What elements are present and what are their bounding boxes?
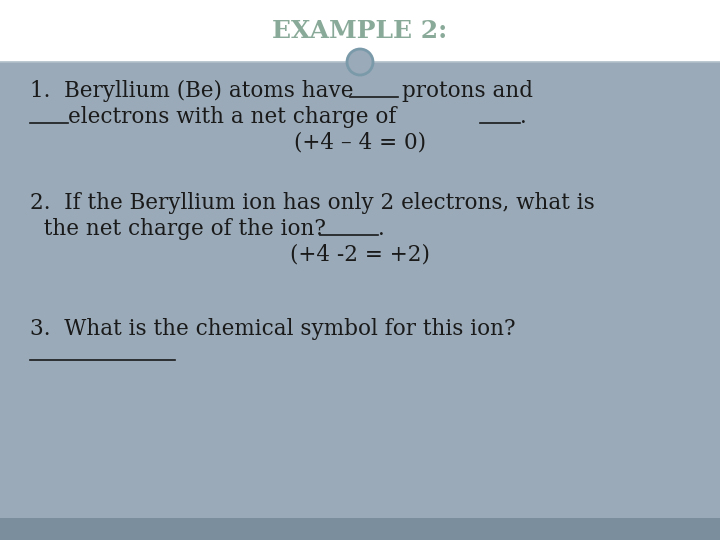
Bar <box>0 0 720 62</box>
Text: .: . <box>520 106 527 128</box>
Text: electrons with a net charge of: electrons with a net charge of <box>68 106 397 128</box>
Bar <box>0 62 720 518</box>
Text: (+4 -2 = +2): (+4 -2 = +2) <box>290 244 430 266</box>
Text: .: . <box>378 218 384 240</box>
Text: 3.  What is the chemical symbol for this ion?: 3. What is the chemical symbol for this … <box>30 318 516 340</box>
Text: protons and: protons and <box>402 80 533 102</box>
Circle shape <box>347 49 373 75</box>
Text: 2.  If the Beryllium ion has only 2 electrons, what is: 2. If the Beryllium ion has only 2 elect… <box>30 192 595 214</box>
Text: (+4 – 4 = 0): (+4 – 4 = 0) <box>294 132 426 154</box>
Bar <box>0 518 720 540</box>
Text: the net charge of the ion?: the net charge of the ion? <box>30 218 326 240</box>
Text: EXAMPLE 2:: EXAMPLE 2: <box>272 19 448 43</box>
Text: 1.  Beryllium (Be) atoms have: 1. Beryllium (Be) atoms have <box>30 80 354 102</box>
